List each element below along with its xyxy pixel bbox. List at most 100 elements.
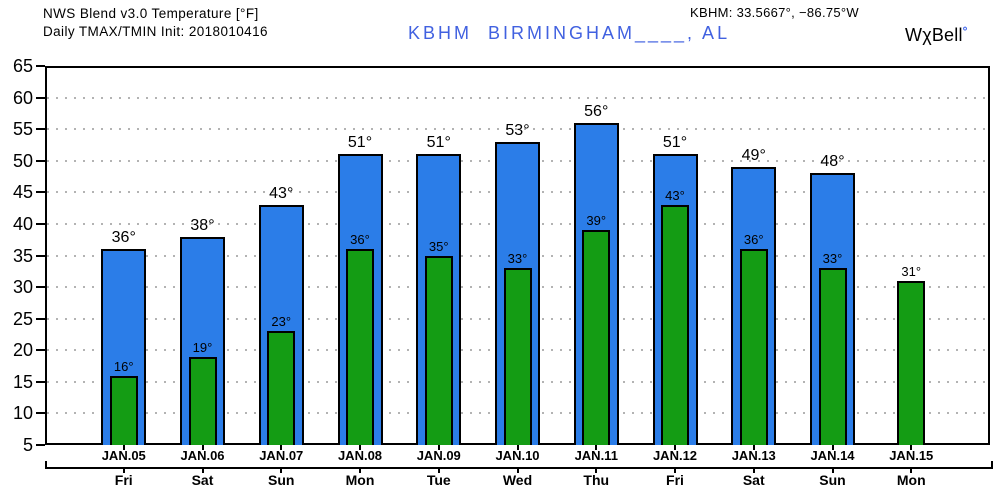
- tmin-value-label: 33°: [507, 251, 528, 267]
- tmax-value-label: 51°: [347, 134, 373, 152]
- y-axis-tick: [36, 159, 45, 162]
- weekday-axis-end-tick: [45, 461, 47, 467]
- y-axis-tick: [36, 96, 45, 99]
- weekday-label: Wed: [502, 472, 533, 488]
- y-axis-tick: [36, 254, 45, 257]
- tmin-value-label: 39°: [586, 213, 607, 229]
- x-axis-tick: [595, 445, 598, 450]
- y-axis-tick: [36, 65, 45, 67]
- tmax-value-label: 51°: [662, 134, 688, 152]
- tmin-bar: [346, 249, 374, 445]
- y-axis-tick: [36, 380, 45, 383]
- weekday-tick: [280, 468, 283, 473]
- weekday-tick: [674, 468, 676, 473]
- y-axis-label: 25: [12, 308, 33, 329]
- gridline: [47, 128, 988, 131]
- y-axis-tick: [36, 349, 45, 352]
- tmin-bar: [897, 280, 926, 445]
- date-label: JAN.07: [259, 448, 304, 463]
- date-label: JAN.14: [810, 448, 855, 463]
- station-name: KBHM BIRMINGHAM____, AL: [408, 23, 731, 43]
- tmax-value-label: 49°: [741, 147, 766, 165]
- tmin-value-label: 16°: [113, 358, 134, 374]
- wxbell-logo: WχBell°: [905, 24, 968, 46]
- date-label: JAN.09: [416, 448, 461, 463]
- date-label: JAN.15: [889, 448, 934, 463]
- weekday-label: Sat: [742, 472, 765, 488]
- y-axis-label: 20: [12, 340, 33, 361]
- y-axis-label: 35: [12, 245, 33, 266]
- tmin-bar: [661, 204, 689, 445]
- y-axis-label: 65: [12, 56, 33, 76]
- date-label: JAN.05: [101, 448, 146, 463]
- weekday-tick: [595, 468, 598, 473]
- wxbell-degree-icon: °: [962, 24, 968, 38]
- tmin-value-label: 33°: [822, 251, 843, 267]
- y-axis-label: 45: [12, 182, 33, 203]
- gridline: [47, 96, 988, 99]
- y-axis-label: 10: [12, 403, 33, 424]
- y-axis-tick: [36, 128, 45, 131]
- tmin-bar: [267, 331, 296, 445]
- x-axis-tick: [122, 445, 125, 450]
- date-label: JAN.10: [495, 448, 540, 463]
- weekday-tick: [910, 468, 913, 473]
- tmin-value-label: 36°: [743, 232, 764, 248]
- tmax-value-label: 36°: [111, 229, 136, 247]
- weekday-label: Sun: [819, 472, 846, 488]
- x-axis-tick: [752, 445, 755, 450]
- weekday-axis-end-tick: [991, 461, 993, 467]
- y-axis-label: 60: [12, 87, 33, 108]
- weekday-tick: [831, 468, 834, 473]
- x-axis-tick: [280, 445, 283, 450]
- weekday-label: Sun: [268, 472, 295, 488]
- tmin-bar: [503, 268, 532, 445]
- y-axis-tick: [36, 191, 45, 194]
- tmax-value-label: 51°: [426, 134, 451, 152]
- x-axis-tick: [516, 445, 519, 450]
- tmin-value-label: 23°: [271, 314, 292, 330]
- x-axis-tick: [674, 445, 676, 450]
- y-axis-tick: [36, 412, 45, 415]
- y-axis-label: 40: [12, 213, 33, 234]
- y-axis-tick: [36, 286, 45, 289]
- wxbell-logo-text: WχBell: [905, 25, 963, 45]
- weekday-tick: [752, 468, 755, 473]
- tmin-bar: [188, 356, 217, 445]
- tmin-value-label: 35°: [428, 238, 449, 254]
- tmin-bar: [818, 268, 847, 445]
- x-axis-tick: [359, 445, 361, 450]
- chart-title: NWS Blend v3.0 Temperature [°F]: [43, 6, 259, 21]
- x-axis-tick: [437, 445, 440, 450]
- weekday-label: Tue: [426, 472, 451, 488]
- date-label: JAN.13: [731, 448, 776, 463]
- tmin-bar: [582, 230, 611, 445]
- weekday-tick: [359, 468, 361, 473]
- weekday-label: Mon: [345, 472, 375, 488]
- weekday-label: Sat: [191, 472, 214, 488]
- tmin-bar: [424, 255, 453, 445]
- tmax-value-label: 53°: [505, 121, 530, 139]
- station-coordinates: KBHM: 33.5667°, −86.75°W: [690, 5, 859, 20]
- weekday-tick: [516, 468, 519, 473]
- tmax-value-label: 48°: [820, 153, 845, 171]
- x-axis-tick: [201, 445, 204, 450]
- tmax-value-label: 56°: [584, 102, 609, 120]
- tmin-value-label: 19°: [192, 339, 213, 355]
- y-axis-label: 30: [12, 277, 33, 298]
- weekday-tick: [437, 468, 440, 473]
- y-axis-label: 5: [22, 435, 33, 455]
- date-label: JAN.08: [337, 448, 383, 463]
- y-axis-label: 50: [12, 150, 33, 171]
- date-label: JAN.06: [180, 448, 225, 463]
- x-axis-tick: [910, 445, 913, 450]
- tmin-value-label: 36°: [350, 232, 370, 248]
- date-label: JAN.12: [652, 448, 698, 463]
- y-axis-tick: [36, 317, 45, 320]
- weekday-label: Mon: [896, 472, 926, 488]
- weekday-label: Fri: [666, 472, 684, 488]
- y-axis-tick: [36, 222, 45, 225]
- tmin-bar: [739, 249, 768, 445]
- weekday-label: Fri: [114, 472, 133, 488]
